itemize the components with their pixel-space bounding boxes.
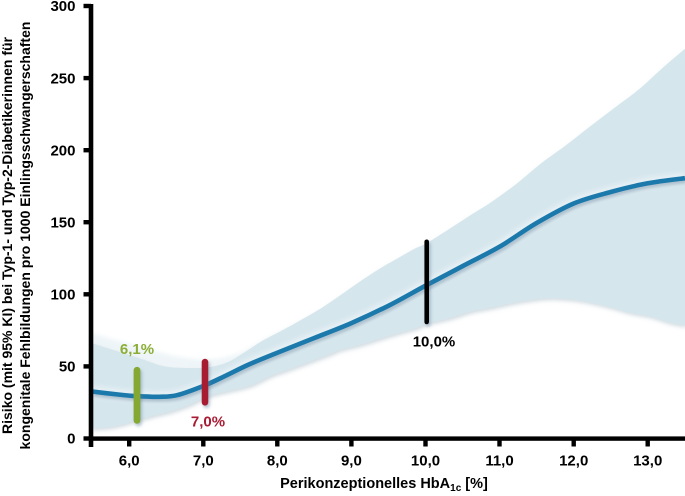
svg-text:6,0: 6,0: [119, 453, 140, 470]
svg-text:10,0: 10,0: [411, 453, 440, 470]
svg-text:200: 200: [50, 142, 75, 159]
svg-text:Perikonzeptionelles HbA1c [%]: Perikonzeptionelles HbA1c [%]: [280, 476, 488, 494]
svg-text:0: 0: [67, 431, 75, 448]
svg-text:12,0: 12,0: [559, 453, 588, 470]
svg-text:100: 100: [50, 287, 75, 304]
svg-text:9,0: 9,0: [341, 453, 362, 470]
svg-text:250: 250: [50, 70, 75, 87]
svg-text:300: 300: [50, 0, 75, 15]
svg-text:50: 50: [59, 359, 76, 376]
svg-text:kongenitale Fehlbildungen pro: kongenitale Fehlbildungen pro 1000 Einli…: [17, 22, 33, 450]
svg-text:6,1%: 6,1%: [120, 341, 154, 358]
svg-text:7,0%: 7,0%: [191, 414, 225, 431]
svg-text:11,0: 11,0: [485, 453, 513, 470]
svg-text:7,0: 7,0: [193, 453, 214, 470]
svg-text:150: 150: [50, 214, 75, 231]
svg-text:13,0: 13,0: [633, 453, 662, 470]
svg-text:8,0: 8,0: [267, 453, 288, 470]
svg-text:Risiko (mit 95% KI) bei Typ-1-: Risiko (mit 95% KI) bei Typ-1- und Typ-2…: [0, 36, 15, 434]
svg-text:10,0%: 10,0%: [413, 334, 456, 351]
